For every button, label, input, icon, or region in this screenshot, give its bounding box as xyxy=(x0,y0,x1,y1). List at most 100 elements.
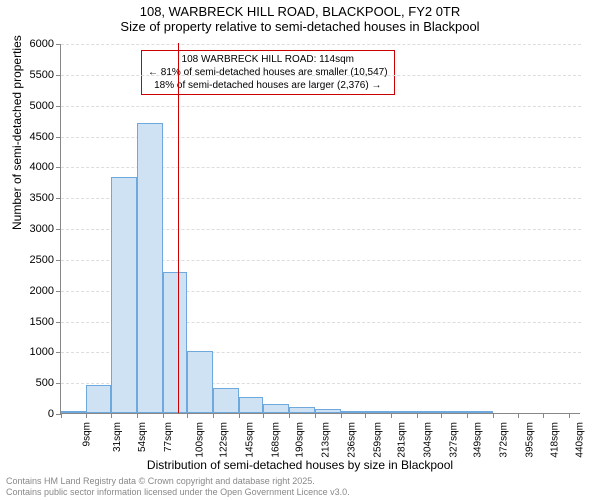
x-tick xyxy=(111,413,112,418)
y-tick xyxy=(56,260,61,261)
x-tick-label: 418sqm xyxy=(550,422,561,458)
x-tick-label: 31sqm xyxy=(112,422,123,452)
y-tick xyxy=(56,229,61,230)
y-tick-label: 4000 xyxy=(30,161,54,173)
histogram-bar xyxy=(239,397,264,413)
y-tick-label: 3000 xyxy=(30,223,54,235)
x-tick-label: 122sqm xyxy=(219,422,230,458)
annotation-line-1: 108 WARBRECK HILL ROAD: 114sqm xyxy=(148,53,388,66)
x-tick xyxy=(289,413,290,418)
histogram-bar xyxy=(263,404,289,413)
x-tick xyxy=(365,413,366,418)
x-tick-label: 54sqm xyxy=(137,422,148,452)
histogram-bar xyxy=(137,123,163,413)
x-tick xyxy=(213,413,214,418)
y-tick-label: 2000 xyxy=(30,285,54,297)
x-tick xyxy=(569,413,570,418)
x-tick-label: 259sqm xyxy=(372,422,383,458)
histogram-bar xyxy=(441,411,467,413)
x-tick-label: 349sqm xyxy=(473,422,484,458)
histogram-bar xyxy=(365,411,391,413)
x-tick xyxy=(467,413,468,418)
x-tick xyxy=(239,413,240,418)
grid-line xyxy=(61,44,581,45)
histogram-bar xyxy=(187,351,213,413)
x-tick xyxy=(493,413,494,418)
x-tick xyxy=(263,413,264,418)
x-tick xyxy=(163,413,164,418)
x-tick-label: 77sqm xyxy=(163,422,174,452)
y-tick xyxy=(56,352,61,353)
histogram-bar xyxy=(163,272,188,413)
histogram-bar xyxy=(61,411,86,413)
y-tick xyxy=(56,137,61,138)
histogram-bar xyxy=(213,388,239,413)
histogram-bar xyxy=(315,409,341,413)
x-tick xyxy=(543,413,544,418)
histogram-bar xyxy=(391,411,417,413)
y-tick-label: 6000 xyxy=(30,38,54,50)
x-tick xyxy=(137,413,138,418)
x-tick-label: 100sqm xyxy=(194,422,205,458)
y-tick-label: 5500 xyxy=(30,69,54,81)
marker-line xyxy=(178,43,179,413)
x-tick-label: 9sqm xyxy=(81,422,92,446)
x-tick-label: 281sqm xyxy=(397,422,408,458)
histogram-bar xyxy=(86,385,112,413)
x-tick-label: 372sqm xyxy=(499,422,510,458)
y-tick xyxy=(56,291,61,292)
footer-line-2: Contains public sector information licen… xyxy=(6,487,350,498)
x-tick xyxy=(417,413,418,418)
plot: 108 WARBRECK HILL ROAD: 114sqm ← 81% of … xyxy=(60,44,580,414)
y-tick-label: 5000 xyxy=(30,100,54,112)
title-block: 108, WARBRECK HILL ROAD, BLACKPOOL, FY2 … xyxy=(0,0,600,34)
x-tick-label: 304sqm xyxy=(422,422,433,458)
y-tick xyxy=(56,198,61,199)
x-tick-label: 440sqm xyxy=(575,422,586,458)
x-tick xyxy=(441,413,442,418)
y-tick xyxy=(56,44,61,45)
y-tick xyxy=(56,322,61,323)
x-tick xyxy=(187,413,188,418)
y-tick xyxy=(56,106,61,107)
x-tick-label: 395sqm xyxy=(524,422,535,458)
y-tick-label: 0 xyxy=(48,408,54,420)
histogram-bar xyxy=(417,411,442,413)
grid-line xyxy=(61,106,581,107)
x-tick xyxy=(61,413,62,418)
x-tick xyxy=(86,413,87,418)
title-line-1: 108, WARBRECK HILL ROAD, BLACKPOOL, FY2 … xyxy=(0,4,600,19)
y-tick xyxy=(56,75,61,76)
annotation-line-3: 18% of semi-detached houses are larger (… xyxy=(148,79,388,92)
x-tick xyxy=(341,413,342,418)
y-tick-label: 2500 xyxy=(30,254,54,266)
x-tick-label: 168sqm xyxy=(270,422,281,458)
x-tick xyxy=(518,413,519,418)
x-axis-label: Distribution of semi-detached houses by … xyxy=(0,458,600,472)
x-tick-label: 190sqm xyxy=(295,422,306,458)
y-tick-label: 4500 xyxy=(30,131,54,143)
chart-area: 108 WARBRECK HILL ROAD: 114sqm ← 81% of … xyxy=(60,44,580,414)
y-tick-label: 500 xyxy=(36,377,54,389)
y-tick-label: 1500 xyxy=(30,316,54,328)
y-tick-label: 1000 xyxy=(30,346,54,358)
title-line-2: Size of property relative to semi-detach… xyxy=(0,19,600,34)
footer: Contains HM Land Registry data © Crown c… xyxy=(6,476,350,498)
histogram-bar xyxy=(467,411,493,413)
y-tick xyxy=(56,167,61,168)
x-tick-label: 213sqm xyxy=(321,422,332,458)
x-tick xyxy=(315,413,316,418)
x-tick-label: 327sqm xyxy=(448,422,459,458)
histogram-bar xyxy=(111,177,137,413)
grid-line xyxy=(61,75,581,76)
y-tick xyxy=(56,383,61,384)
x-tick xyxy=(391,413,392,418)
histogram-bar xyxy=(289,407,315,413)
y-axis-label: Number of semi-detached properties xyxy=(10,35,24,230)
footer-line-1: Contains HM Land Registry data © Crown c… xyxy=(6,476,350,487)
x-tick-label: 236sqm xyxy=(346,422,357,458)
annotation-line-2: ← 81% of semi-detached houses are smalle… xyxy=(148,66,388,79)
histogram-bar xyxy=(341,411,366,413)
x-tick-label: 145sqm xyxy=(245,422,256,458)
y-tick-label: 3500 xyxy=(30,192,54,204)
